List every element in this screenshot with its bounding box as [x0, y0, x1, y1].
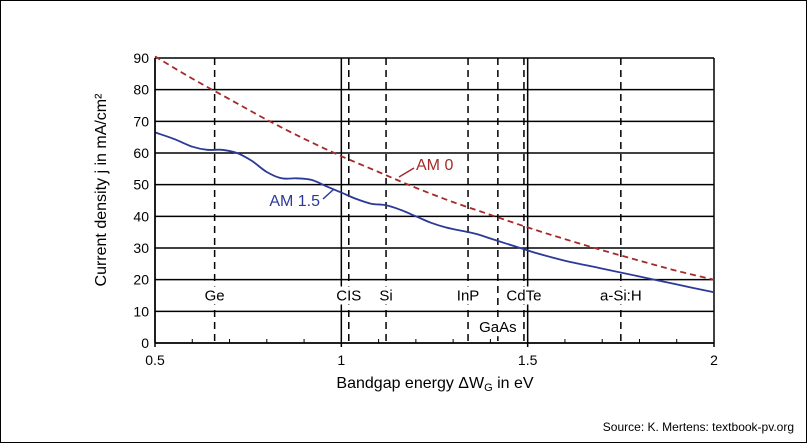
- material-label: CdTe: [506, 288, 541, 305]
- y-tick-label: 50: [133, 177, 149, 193]
- y-tick-label: 60: [133, 145, 149, 161]
- y-tick-label: 20: [133, 272, 149, 288]
- x-tick-label: 1.5: [518, 352, 538, 368]
- y-tick-label: 70: [133, 113, 149, 129]
- axes: 0 10 20 30 40 50 60 70 80 90 0.5 1 1.5 2: [133, 50, 718, 368]
- material-label: InP: [457, 288, 480, 305]
- material-label: a-Si:H: [600, 288, 642, 305]
- y-tick-label: 40: [133, 208, 149, 224]
- material-label: GaAs: [479, 319, 517, 336]
- am15-annotation-leader: [322, 188, 335, 200]
- series-line-am15: [154, 131, 715, 294]
- am15-annotation: AM 1.5: [269, 188, 335, 210]
- material-label-bg: [475, 318, 520, 337]
- x-tick-label: 2: [710, 352, 718, 368]
- am0-annotation-label: AM 0: [416, 157, 453, 174]
- material-label-bg: [373, 286, 400, 305]
- y-tick-label: 0: [141, 335, 149, 351]
- material-label-bg: [331, 286, 367, 305]
- material-label-bg: [450, 286, 486, 305]
- material-label-bg: [589, 286, 652, 305]
- material-label-bg: [501, 286, 546, 305]
- x-tick-label: 1: [337, 352, 345, 368]
- y-tick-label: 10: [133, 303, 149, 319]
- y-tick-label: 90: [133, 50, 149, 66]
- y-tick-label: 30: [133, 240, 149, 256]
- material-label: Ge: [205, 288, 225, 305]
- am0-annotation: AM 0: [398, 157, 453, 178]
- material-label: Si: [379, 288, 392, 305]
- series-line-am0: [154, 55, 715, 281]
- material-markers: Ge CIS Si InP GaAs CdTe a-Si:H: [201, 58, 652, 343]
- source-credit: Source: K. Mertens: textbook-pv.org: [603, 420, 794, 434]
- x-tick-label: 0.5: [145, 352, 165, 368]
- am15-annotation-label: AM 1.5: [269, 193, 320, 210]
- y-tick-label: 80: [133, 82, 149, 98]
- data-series: [154, 55, 715, 294]
- y-axis-label: Current density j in mA/cm²: [93, 93, 110, 287]
- material-label-bg: [201, 286, 228, 305]
- material-label: CIS: [336, 288, 361, 305]
- am0-annotation-leader: [398, 167, 415, 178]
- x-axis-label: Bandgap energy ΔWG in eV: [336, 375, 533, 394]
